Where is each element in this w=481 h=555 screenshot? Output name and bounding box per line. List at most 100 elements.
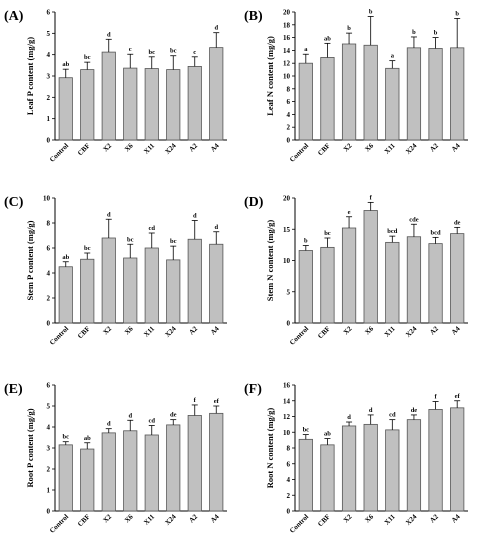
bar [406,47,422,141]
x-tick-label: X2 [101,512,113,524]
y-tick-label: 18 [283,21,291,29]
y-tick-label: 6 [287,98,291,106]
x-tick-label: X11 [383,324,397,338]
bar [209,412,224,512]
x-tick-label: X6 [363,324,375,336]
bar [80,69,95,141]
bar [144,68,159,141]
x-tick-label: Control [48,142,70,164]
x-tick-label: CBF [316,513,332,529]
bar [341,43,357,141]
significance-letter: b [455,10,459,17]
bar [166,424,181,512]
bar [406,236,422,324]
y-tick-label: 14 [283,397,291,405]
significance-letter: ab [84,435,91,442]
bar [58,266,73,324]
panel-label: (A) [4,9,24,24]
bar [144,434,159,512]
bar [209,47,224,141]
y-tick-label: 2 [287,492,291,500]
bar [123,257,138,324]
significance-letter: a [304,46,308,53]
x-tick-label: X6 [123,141,135,153]
significance-letter: d [107,421,111,428]
significance-letter: bc [170,238,177,245]
y-tick-label: 15 [283,226,291,234]
bar [298,62,313,141]
x-tick-label: X24 [404,141,419,156]
significance-letter: f [434,394,437,401]
y-tick-label: 4 [47,424,51,432]
x-tick-label: X24 [163,141,178,156]
x-tick-label: Control [288,513,310,535]
significance-letter: cd [389,412,396,419]
y-tick-label: 0 [287,137,291,145]
significance-letter: bc [149,49,156,56]
y-tick-label: 10 [283,73,291,81]
y-axis-label: Root P content (mg/g) [25,408,35,487]
bar [450,233,465,324]
bar [320,444,335,512]
significance-letter: ef [455,393,461,400]
y-tick-label: 4 [47,270,51,278]
y-tick-label: 2 [287,124,291,132]
bar [101,432,116,512]
significance-letter: b [304,238,308,245]
significance-letter: ab [62,61,69,68]
x-tick-label: X6 [123,512,135,524]
y-tick-label: 2 [47,295,51,303]
significance-letter: cde [409,216,419,223]
significance-letter: f [370,194,373,201]
bar [209,243,224,324]
bar [428,48,443,141]
significance-letter: c [193,49,196,56]
x-tick-label: CBF [76,325,92,341]
y-tick-label: 4 [47,51,51,59]
y-tick-label: 2 [47,94,51,102]
y-tick-label: 20 [283,195,291,203]
significance-letter: f [194,397,197,404]
x-tick-label: X24 [163,324,178,339]
x-tick-label: A2 [187,141,199,153]
bar [341,425,357,512]
significance-letter: bcd [431,229,442,236]
x-tick-label: X11 [383,512,397,526]
bar [363,423,378,512]
significance-letter: ef [214,398,220,405]
significance-letter: bcd [387,228,398,235]
significance-letter: d [128,412,132,419]
bar [385,241,400,324]
significance-letter: bc [170,48,177,55]
significance-letter: ab [62,254,69,261]
y-tick-label: 16 [283,382,291,390]
bar [187,66,202,141]
y-tick-label: 0 [47,320,51,328]
bar [320,57,335,141]
x-tick-label: X2 [342,141,354,153]
panel-label: (E) [4,382,23,397]
chart-panel: (F) 0 2 4 6 8 10 12 14 16 Root N content (mg/g) bc C… [244,382,468,535]
bar [80,258,95,324]
bar [144,247,159,324]
y-tick-label: 6 [47,382,51,390]
significance-letter: ab [324,35,331,42]
y-tick-label: 3 [47,73,51,81]
y-tick-label: 5 [287,288,291,296]
bar [385,67,400,141]
bar [450,407,465,512]
y-axis-label: Stem P content (mg/g) [25,220,35,300]
y-tick-label: 20 [283,9,291,17]
y-tick-label: 0 [287,508,291,516]
significance-letter: b [347,25,351,32]
y-tick-label: 3 [47,445,51,453]
panel-label: (B) [244,9,263,24]
bar [363,44,378,141]
significance-letter: d [347,414,351,421]
chart-panel: (C) 0 2 4 6 8 10 Stem P content (mg/g) ab Control… [4,195,227,347]
y-axis-label: Stem N content (mg/g) [265,220,275,302]
y-tick-label: 6 [47,245,51,253]
x-tick-label: X11 [142,324,156,338]
x-tick-label: X24 [404,324,419,339]
